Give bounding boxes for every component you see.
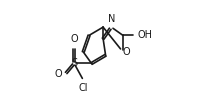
Text: O: O xyxy=(55,69,63,79)
Text: OH: OH xyxy=(137,30,152,40)
Text: O: O xyxy=(70,34,78,44)
Text: Cl: Cl xyxy=(79,83,88,93)
Text: S: S xyxy=(71,59,77,69)
Text: O: O xyxy=(122,47,130,57)
Text: N: N xyxy=(108,14,115,24)
